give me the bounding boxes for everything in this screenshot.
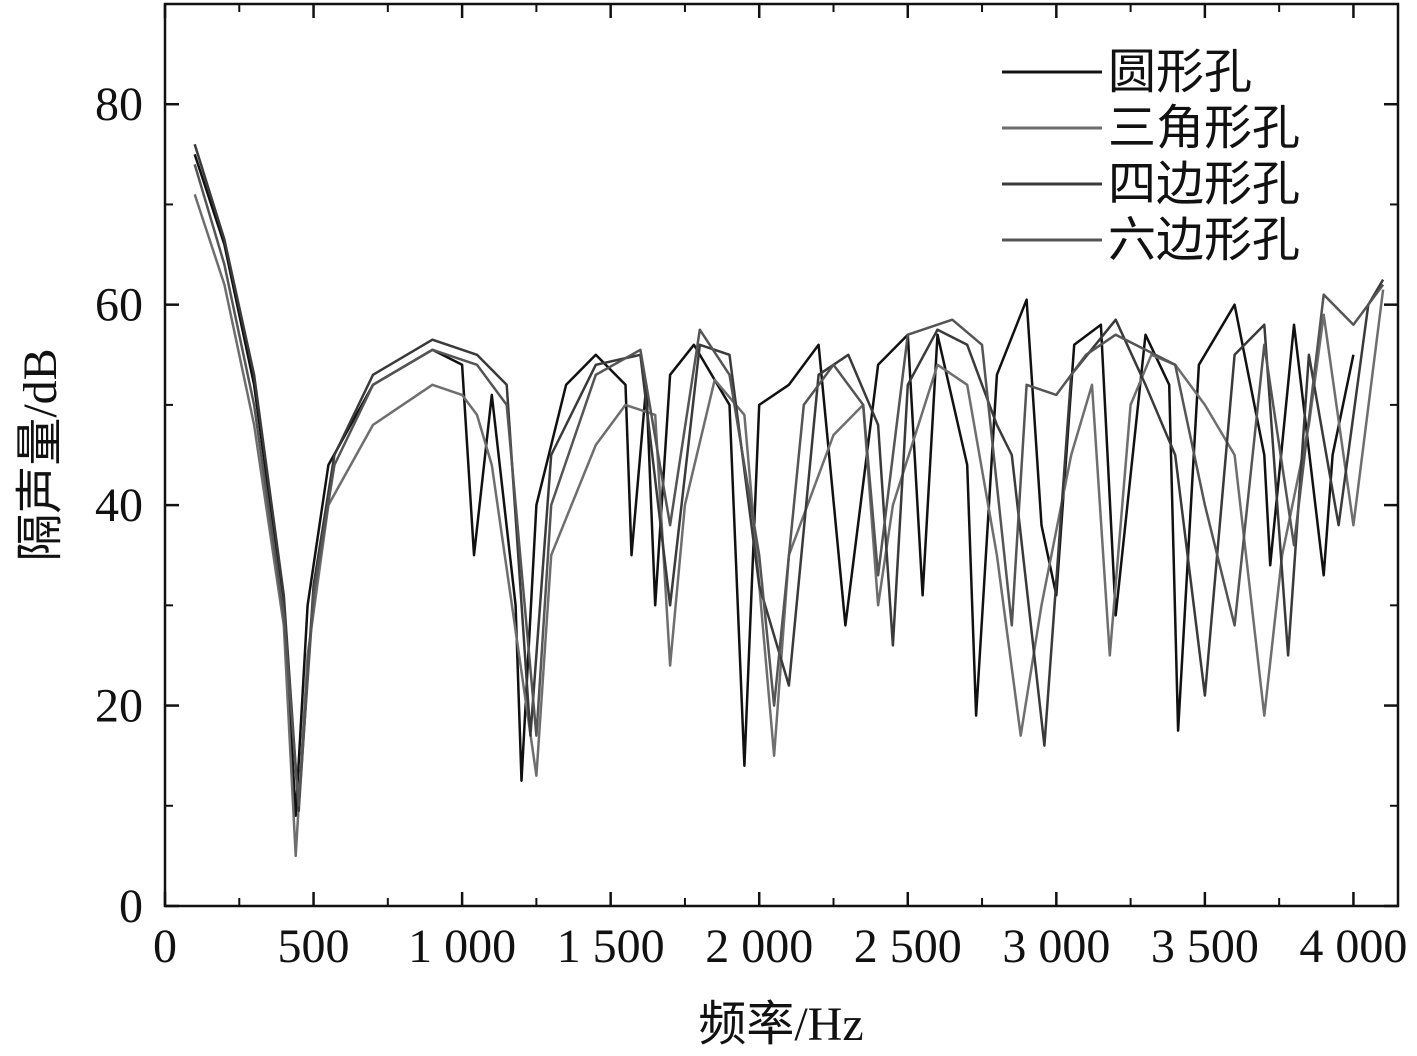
legend-label-4: 六边形孔	[1108, 214, 1300, 267]
x-axis-title: 频率/Hz	[698, 998, 863, 1051]
legend-label-1: 圆形孔	[1108, 46, 1252, 99]
y-tick-label: 40	[95, 479, 143, 532]
plot-frame	[163, 2, 1400, 908]
x-tick-label: 3 500	[1151, 920, 1259, 973]
series-line-4	[193, 164, 1385, 808]
y-axis-title: 隔声量/dB	[14, 348, 67, 561]
x-tick-label: 2 500	[854, 920, 962, 973]
x-tick-label: 4 000	[1299, 920, 1407, 973]
legend-label-3: 四边形孔	[1108, 158, 1300, 211]
ticks-group: 0 500 1 000 1 500 2 000 2 500 3 000 3 500 4 000 0…	[95, 4, 1407, 973]
y-tick-label: 20	[95, 680, 143, 733]
y-tick-label: 0	[119, 880, 143, 933]
series-group	[193, 143, 1385, 858]
series-line-1	[193, 153, 1355, 818]
y-tick-label: 60	[95, 279, 143, 332]
x-tick-label: 3 000	[1002, 920, 1110, 973]
x-tick-label: 2 000	[705, 920, 813, 973]
legend-label-2: 三角形孔	[1108, 102, 1300, 155]
x-tick-label: 0	[153, 920, 177, 973]
series-line-2	[193, 194, 1385, 858]
x-tick-label: 500	[278, 920, 350, 973]
x-tick-label: 1 500	[557, 920, 665, 973]
y-tick-label: 80	[95, 78, 143, 131]
x-tick-label: 1 000	[408, 920, 516, 973]
